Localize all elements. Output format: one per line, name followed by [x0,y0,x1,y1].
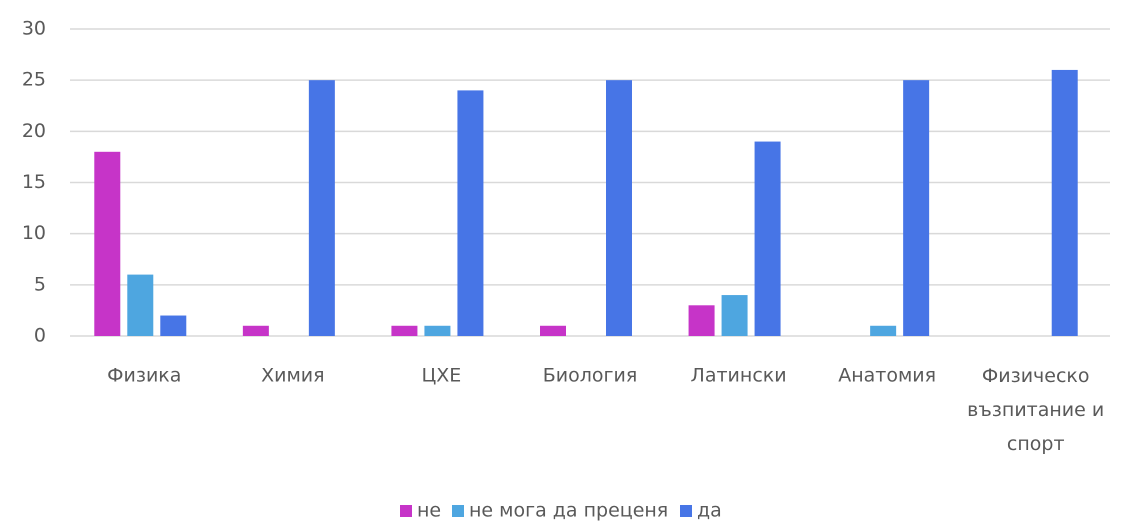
bar [540,325,566,336]
bar [870,325,897,336]
bar [606,80,632,337]
bar [391,325,418,336]
legend-swatch [400,505,412,517]
x-tick-label: Латински [691,365,787,387]
bar [127,274,154,336]
x-tick-label: Биология [543,365,638,387]
y-tick-label: 10 [22,222,46,244]
bar [242,325,269,336]
y-tick-label: 5 [34,273,46,295]
bar [160,315,187,336]
x-tick-label: Химия [261,365,324,387]
bar [424,325,451,336]
legend-label: не [417,500,441,522]
bar [1051,69,1078,336]
bar [721,295,748,336]
bar [94,151,121,336]
bar [308,80,335,337]
y-tick-label: 30 [22,18,46,40]
y-tick-label: 15 [22,171,46,193]
x-tick-label: Анатомия [838,365,936,387]
x-tick-label: Физическо възпитание и спорт [967,365,1104,455]
x-tick-label: Физика [107,365,181,387]
x-tick-label: ЦХЕ [422,365,462,387]
legend-swatch [452,505,464,517]
bar [754,141,781,336]
legend-label: да [697,500,722,522]
bar [457,90,484,337]
y-tick-label: 0 [34,325,46,347]
y-tick-label: 25 [22,69,46,91]
legend-swatch [680,505,692,517]
legend-label: не мога да преценя [469,500,668,522]
bar [688,305,715,336]
bar [903,80,930,337]
y-tick-label: 20 [22,120,46,142]
